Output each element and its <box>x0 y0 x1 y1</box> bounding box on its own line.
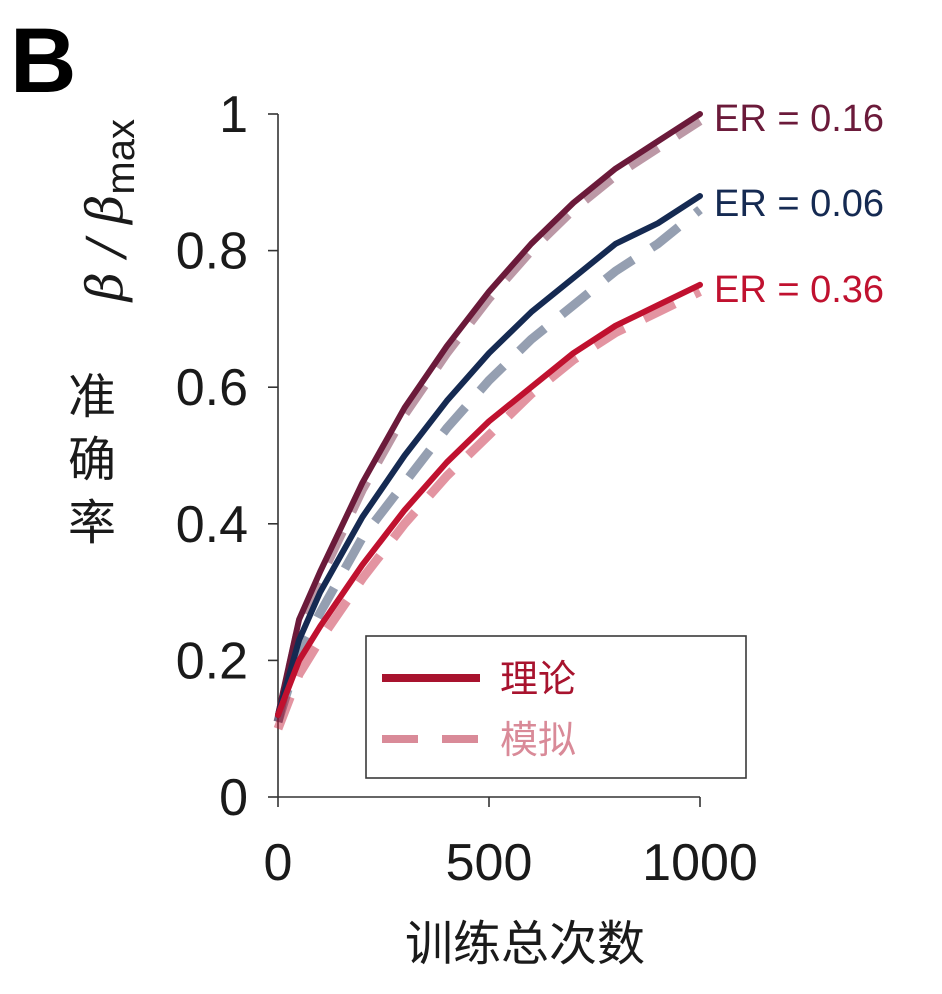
y-axis-math-text: β / βmax <box>76 119 143 303</box>
legend-box <box>365 635 747 779</box>
panel-label: B <box>10 10 76 112</box>
legend-theory-label: 理论 <box>500 657 576 701</box>
x-axis-title: 训练总次数 <box>405 916 645 972</box>
y-tick-label: 0.8 <box>176 223 248 281</box>
y-axis-title-char-2: 确 <box>68 432 116 488</box>
series-theory-line-er-006 <box>275 193 703 718</box>
x-tick-label: 500 <box>446 834 533 892</box>
y-axis-title: β / βmax 准 确 率 <box>68 119 143 551</box>
y-tick-label: 0.4 <box>176 496 248 554</box>
y-axis-title-char-3: 率 <box>68 495 116 551</box>
series-labels: ER = 0.16 ER = 0.06 ER = 0.36 <box>714 98 884 311</box>
y-tick-label: 0 <box>219 769 248 827</box>
x-tick-label: 0 <box>264 834 293 892</box>
y-tick-label: 0.6 <box>176 359 248 417</box>
y-tick-label: 0.2 <box>176 632 248 690</box>
legend: 理论 模拟 <box>365 635 747 779</box>
series-simulation-line-er-036 <box>273 287 702 731</box>
legend-simulation-label: 模拟 <box>500 718 576 762</box>
series-label-er-036: ER = 0.36 <box>714 269 884 311</box>
series-theory-line-er-016 <box>275 111 703 718</box>
y-axis-math-base: β / β <box>76 195 134 303</box>
series-layer <box>273 111 703 731</box>
y-tick-label: 1 <box>219 86 248 144</box>
series-label-er-006: ER = 0.06 <box>714 183 884 225</box>
series-label-er-016: ER = 0.16 <box>714 98 884 140</box>
y-axis-title-char-1: 准 <box>68 369 116 425</box>
axes: 0 0.2 0.4 0.6 0.8 1 0 500 1000 <box>176 86 758 892</box>
series-theory-line-er-036 <box>275 281 703 718</box>
y-axis-math-label: β / βmax <box>76 119 143 303</box>
y-axis-math-subscript: max <box>99 119 143 195</box>
x-tick-label: 1000 <box>642 834 758 892</box>
series-simulation-line-er-006 <box>273 206 703 724</box>
